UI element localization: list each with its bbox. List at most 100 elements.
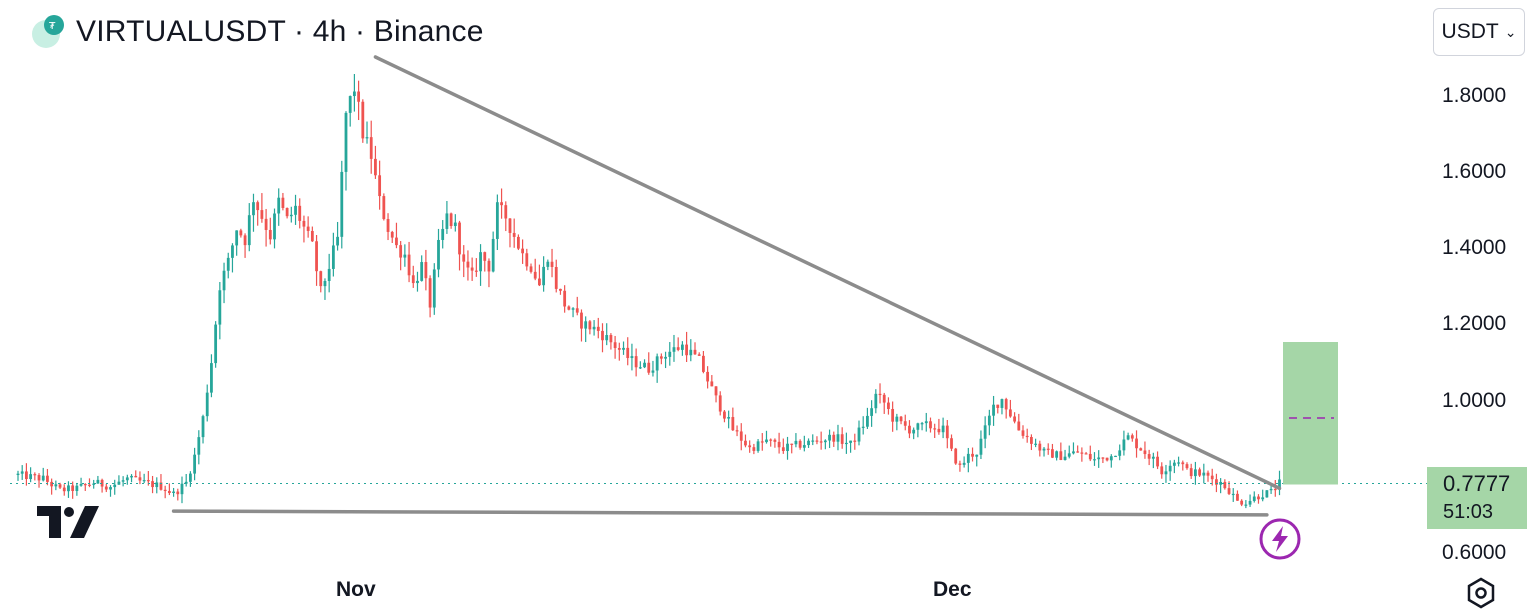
candle-body: [697, 354, 701, 356]
candle-body: [941, 425, 945, 433]
y-tick-label: 1.4000: [1442, 236, 1507, 259]
candle-body: [327, 268, 331, 282]
candle-body: [1198, 469, 1202, 476]
candle-body: [16, 473, 20, 475]
candle-body: [75, 485, 79, 492]
candle-body: [1143, 450, 1147, 455]
candle-body: [563, 290, 567, 307]
candle-body: [239, 230, 243, 236]
candle-body: [1231, 493, 1235, 496]
candle-body: [752, 447, 756, 451]
candle-body: [638, 367, 642, 369]
candle-body: [794, 440, 798, 445]
candle-body: [1257, 496, 1260, 500]
candle-body: [180, 483, 184, 495]
settings-hexagon-icon[interactable]: [1464, 576, 1498, 610]
candle-body: [474, 270, 478, 272]
candle-body: [802, 445, 806, 448]
candle-body: [138, 477, 142, 481]
candle-body: [895, 416, 899, 422]
candle-body: [201, 416, 205, 438]
candle-body: [630, 356, 634, 359]
target-zone-box[interactable]: [1283, 342, 1338, 485]
candle-body: [924, 421, 928, 424]
candle-body: [407, 254, 411, 276]
candle-body: [1021, 430, 1025, 436]
candle-body: [1135, 438, 1138, 449]
candle-body: [971, 453, 974, 457]
candle-body: [1130, 435, 1134, 439]
horizontal-support-trendline[interactable]: [171, 509, 1269, 517]
candle-body: [1160, 466, 1164, 475]
candle-body: [33, 474, 37, 476]
candle-body: [159, 482, 163, 490]
candle-body: [386, 219, 390, 232]
candle-body: [382, 196, 386, 220]
tradingview-logo[interactable]: [37, 506, 99, 538]
candle-body: [1017, 421, 1021, 431]
candle-body: [575, 308, 579, 313]
currency-button[interactable]: USDT ⌄: [1433, 8, 1525, 56]
candle-body: [748, 445, 752, 448]
candle-body: [470, 267, 474, 271]
candle-body: [945, 425, 949, 439]
candle-body: [760, 441, 764, 443]
candle-body: [769, 439, 773, 441]
candle-body: [235, 230, 239, 246]
candle-body: [550, 261, 554, 267]
candle-body: [849, 440, 852, 443]
svg-text:₮: ₮: [49, 21, 56, 32]
candle-body: [260, 210, 264, 219]
candle-body: [54, 484, 58, 487]
candle-body: [983, 425, 987, 439]
candle-body: [83, 484, 87, 486]
candle-body: [428, 278, 432, 308]
y-tick-label: 1.0000: [1442, 389, 1507, 412]
candle-body: [584, 321, 588, 329]
candle-body: [487, 260, 491, 272]
candle-body: [1101, 457, 1105, 459]
candle-body: [609, 335, 613, 343]
candle-body: [214, 324, 218, 364]
candle-body: [958, 463, 962, 465]
candle-body: [857, 427, 861, 442]
candle-body: [1269, 488, 1273, 491]
candle-body: [189, 473, 192, 482]
candle-body: [294, 205, 297, 215]
descending-resistance-trendline[interactable]: [373, 55, 1282, 491]
candle-body: [483, 252, 487, 261]
candle-body: [790, 443, 794, 445]
candle-body: [315, 241, 318, 272]
candle-body: [353, 91, 356, 97]
candle-body: [807, 440, 810, 446]
candle-body: [546, 261, 550, 267]
lightning-icon[interactable]: [1258, 517, 1302, 561]
candle-body: [1004, 399, 1008, 410]
x-tick-label: Dec: [933, 578, 972, 601]
candle-body: [1278, 479, 1281, 490]
candle-body: [1185, 464, 1189, 469]
candle-body: [559, 288, 562, 291]
candle-body: [815, 440, 819, 442]
candle-body: [739, 431, 743, 441]
candle-body: [104, 486, 108, 490]
candle-body: [264, 218, 268, 230]
candle-body: [702, 355, 705, 372]
candle-body: [1168, 465, 1172, 472]
candle-body: [1105, 457, 1109, 461]
candle-body: [891, 408, 895, 422]
candle-body: [96, 479, 100, 484]
candle-body: [273, 213, 276, 240]
chart-title: VIRTUALUSDT · 4h · Binance: [76, 15, 484, 48]
candle-body: [374, 158, 377, 176]
candle-body: [1244, 504, 1248, 506]
candle-body: [529, 266, 533, 272]
candle-body: [378, 175, 382, 197]
candle-body: [887, 402, 890, 409]
candle-body: [1059, 451, 1063, 460]
candle-body: [46, 475, 49, 482]
candle-body: [987, 415, 991, 426]
chart-header: ₮ VIRTUALUSDT · 4h · Binance: [30, 14, 484, 50]
candle-body: [197, 437, 201, 455]
